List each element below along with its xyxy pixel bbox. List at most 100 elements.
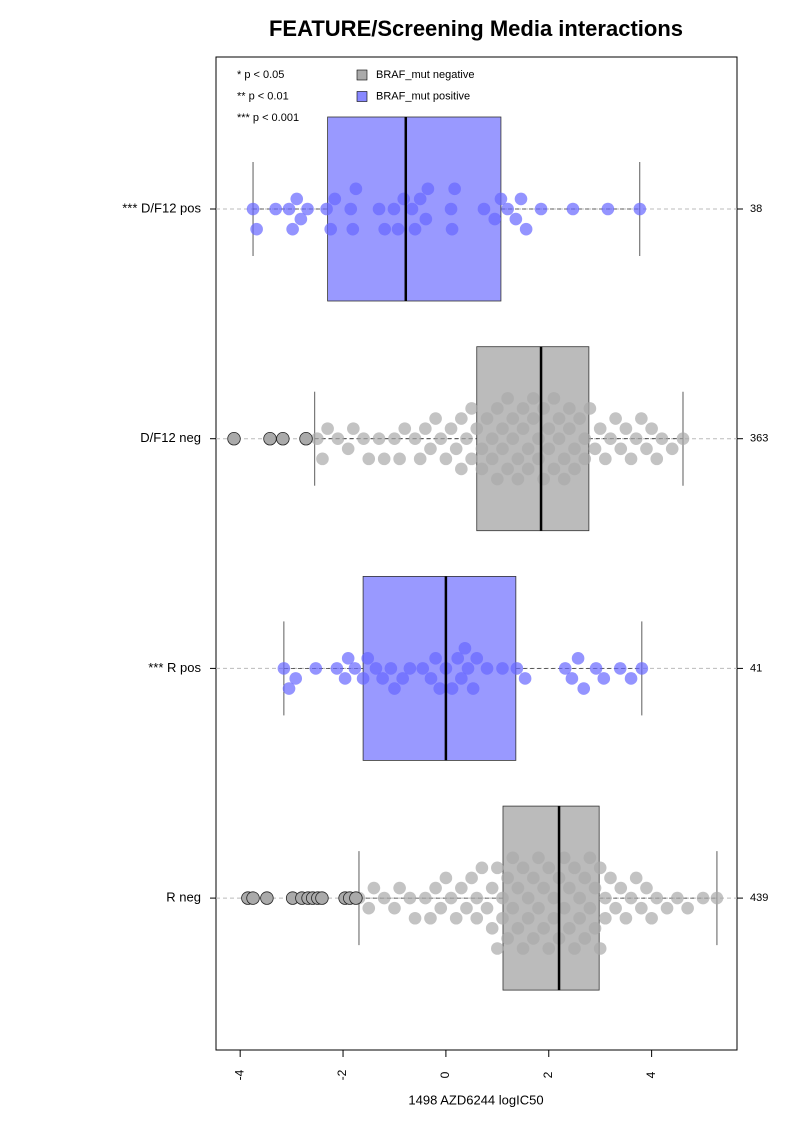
point: [282, 682, 296, 695]
point: [542, 942, 556, 955]
point: [588, 442, 602, 456]
point: [588, 881, 602, 895]
point: [568, 861, 581, 875]
point: [321, 422, 334, 435]
point: [439, 871, 453, 885]
point: [496, 422, 509, 435]
point: [583, 901, 597, 915]
point: [496, 662, 509, 675]
outlier: [349, 891, 363, 905]
point: [388, 901, 401, 915]
annotation: *** p < 0.001: [237, 112, 299, 124]
point: [403, 662, 417, 675]
point: [552, 412, 566, 425]
point: [521, 442, 535, 456]
point: [629, 432, 643, 446]
point: [601, 202, 615, 216]
point: [357, 432, 370, 446]
point: [444, 891, 458, 905]
point: [599, 891, 612, 905]
point: [645, 911, 658, 925]
point: [494, 192, 508, 206]
point: [496, 891, 509, 905]
point: [356, 672, 370, 685]
point: [578, 932, 592, 945]
point: [449, 442, 463, 456]
point: [593, 861, 607, 875]
point: [558, 662, 572, 675]
point: [421, 182, 435, 196]
point: [509, 212, 523, 226]
point: [506, 901, 520, 915]
point: [710, 891, 724, 905]
point: [640, 442, 653, 456]
point: [396, 672, 409, 685]
point: [557, 472, 571, 486]
point: [568, 442, 581, 456]
point: [455, 881, 468, 895]
point: [635, 662, 649, 675]
point: [650, 891, 664, 905]
group-label: D/F12 neg: [140, 430, 201, 445]
point: [532, 452, 545, 466]
point: [532, 901, 545, 915]
point: [444, 202, 458, 216]
point: [480, 662, 494, 675]
point: [547, 911, 561, 925]
count-label: 439: [750, 892, 768, 904]
group-label: R neg: [166, 890, 201, 905]
point: [475, 442, 489, 456]
point: [514, 192, 528, 206]
point: [537, 881, 550, 895]
point: [361, 652, 375, 665]
point: [434, 901, 448, 915]
point: [542, 442, 556, 456]
point: [534, 202, 548, 216]
count-label: 38: [750, 203, 762, 215]
point: [391, 222, 405, 236]
point: [455, 672, 468, 685]
point: [532, 432, 545, 446]
point: [347, 422, 360, 435]
point: [398, 422, 412, 435]
point: [491, 861, 504, 875]
point: [597, 672, 611, 685]
point: [496, 442, 509, 456]
point: [461, 662, 475, 675]
point: [328, 192, 342, 206]
point: [566, 202, 580, 216]
point: [527, 392, 540, 405]
annotation: ** p < 0.01: [237, 90, 289, 102]
point: [537, 922, 550, 935]
point: [388, 682, 401, 695]
point: [470, 911, 484, 925]
point: [593, 942, 607, 955]
point: [532, 851, 545, 865]
point: [455, 412, 468, 425]
point: [480, 412, 494, 425]
point: [485, 432, 499, 446]
point: [485, 452, 499, 466]
point: [614, 442, 628, 456]
outlier: [276, 432, 290, 446]
point: [518, 672, 532, 685]
point: [516, 402, 530, 415]
point: [282, 202, 296, 216]
point: [547, 891, 561, 905]
point: [537, 472, 550, 486]
chart-title: FEATURE/Screening Media interactions: [269, 16, 683, 41]
point: [416, 662, 430, 675]
point: [557, 901, 571, 915]
point: [320, 202, 333, 216]
point: [573, 911, 586, 925]
point: [465, 452, 478, 466]
point: [511, 881, 525, 895]
point: [290, 192, 304, 206]
outlier: [315, 891, 329, 905]
point: [475, 462, 489, 476]
point: [542, 861, 556, 875]
point: [583, 402, 597, 415]
point: [491, 942, 504, 955]
point: [455, 462, 468, 476]
point: [496, 911, 509, 925]
